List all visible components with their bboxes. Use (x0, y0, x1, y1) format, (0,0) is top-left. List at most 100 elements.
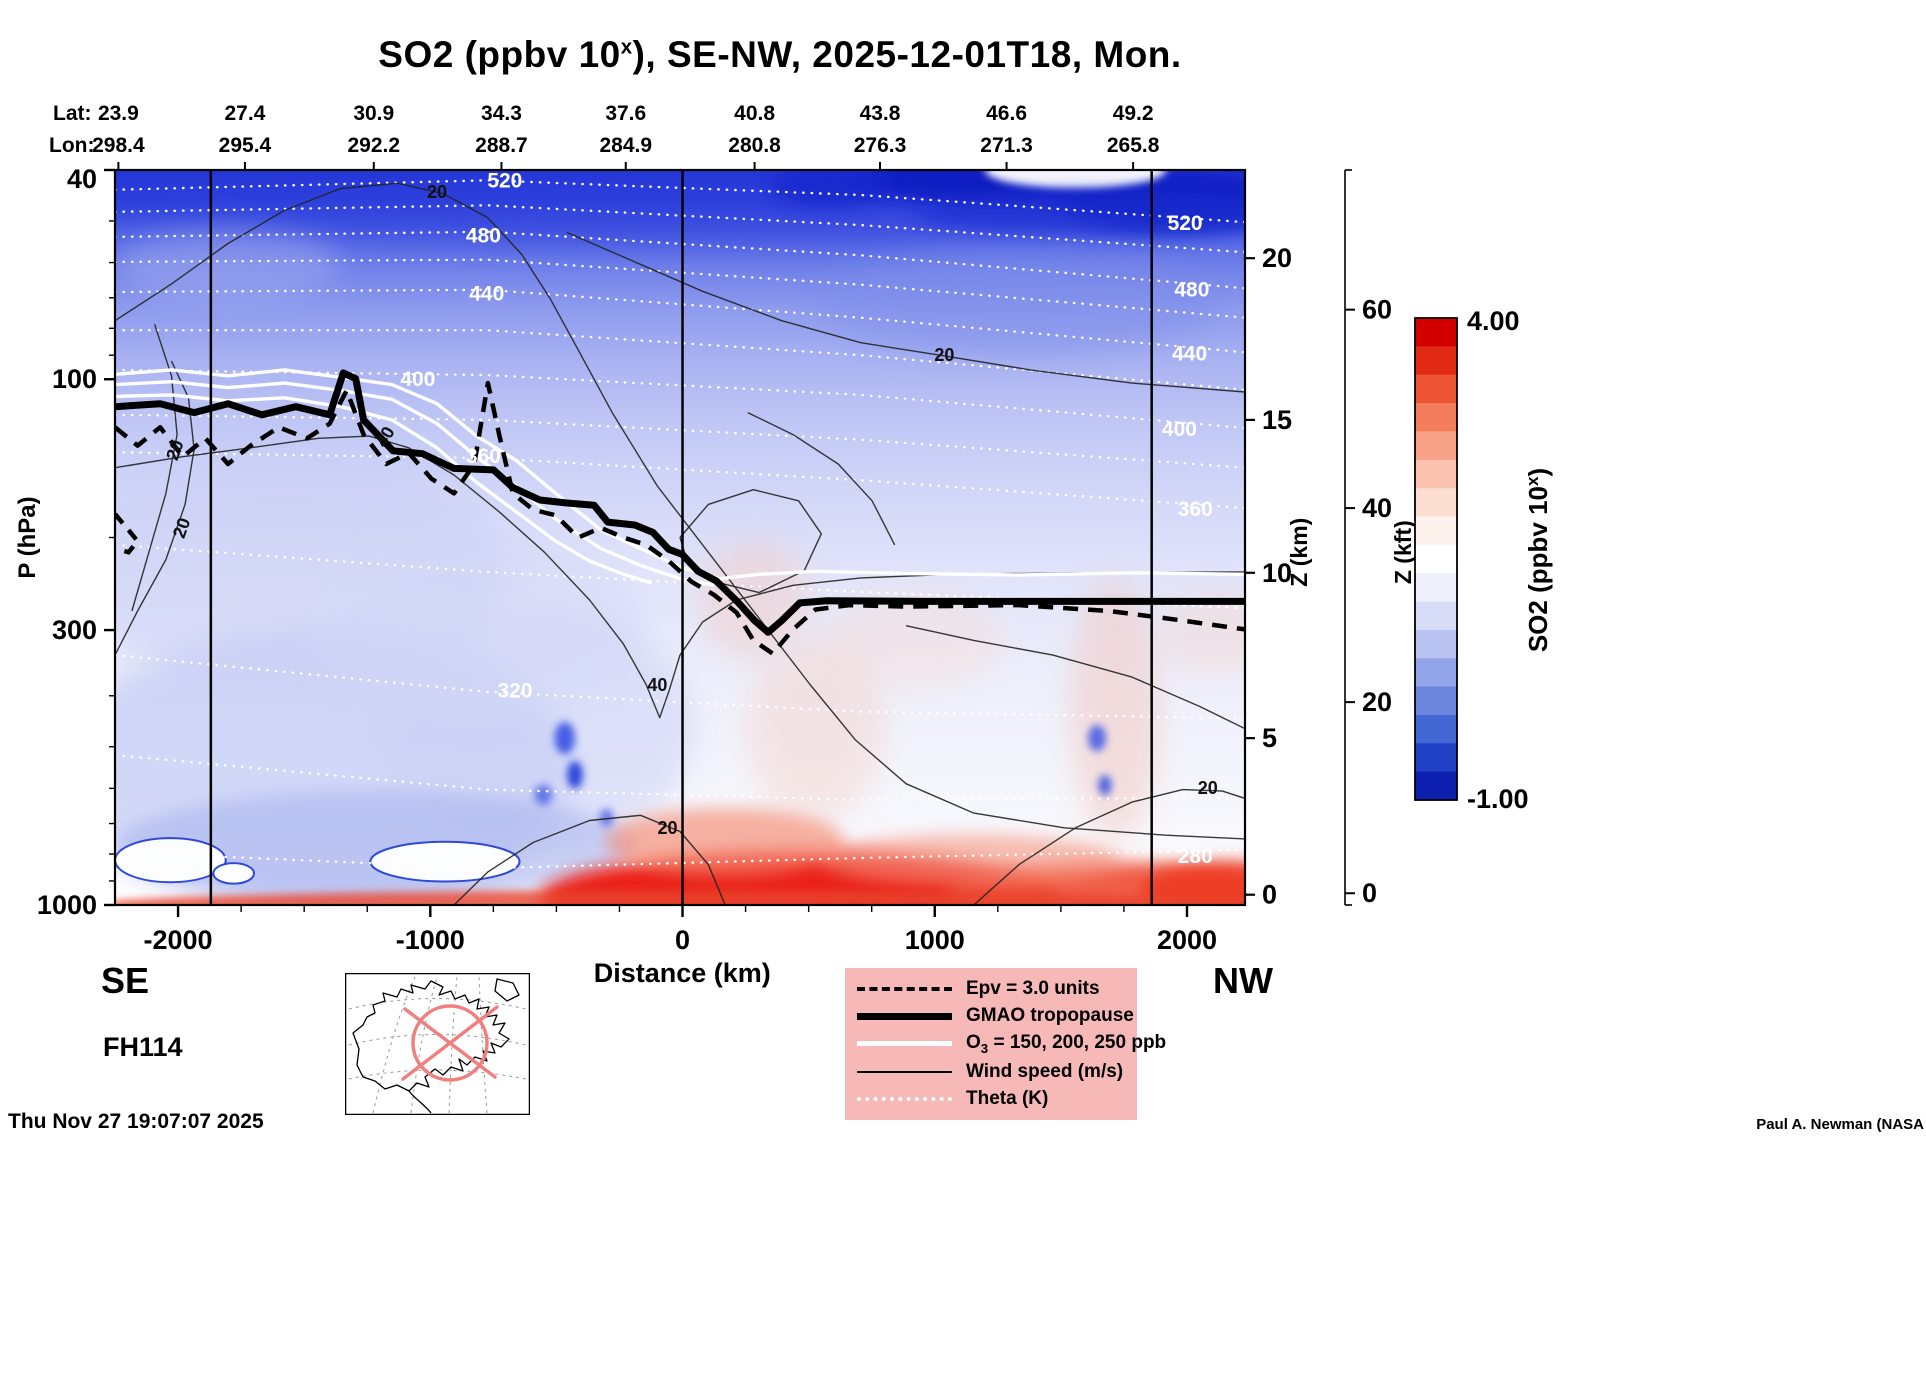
so2-field-blob (1098, 774, 1112, 796)
z-kft-axis-label: Z (kft) (1390, 520, 1416, 584)
inset-map-coastline (352, 978, 520, 1114)
colorbar-cell (1415, 318, 1457, 347)
pressure-axis-label: P (hPa) (14, 496, 41, 578)
transect-x2 (403, 1007, 497, 1079)
lon-value: 295.4 (219, 134, 272, 157)
lat-value: 34.3 (481, 102, 522, 125)
legend-item-epv: Epv = 3.0 units (857, 978, 1125, 1000)
theta-label-360: 360 (466, 445, 501, 468)
colorbar-cell (1415, 346, 1457, 376)
contour-labels: 520 480 440 400 360 320 280 520 480 440 400 360 20 20… (162, 170, 1218, 868)
colorbar-cell (1415, 714, 1457, 744)
theta-contour-320 (115, 653, 1245, 720)
pressure-tick-label-1000: 1000 (37, 890, 97, 920)
theta-label-320: 320 (497, 680, 532, 703)
latlon-axis: Lat: Lon:23.9 298.4 27.4 295.4 30.9 292.2 34.3 2… (49, 102, 1160, 170)
lat-value: 37.6 (605, 102, 646, 125)
z-kft-axis: 60 40 20 0 Z (kft) (1344, 169, 1416, 908)
distance-axis-label: Distance (km) (594, 958, 771, 988)
theta-contour-380 (115, 413, 1245, 469)
transect-circle (411, 1004, 489, 1082)
colorbar-frame (1414, 317, 1458, 801)
ozone-label-suffix: = 150, 200, 250 ppb (988, 1032, 1167, 1054)
so2-zero-contour-patch (115, 837, 227, 884)
lat-value: 27.4 (225, 102, 266, 125)
theta-label-480: 480 (466, 225, 501, 248)
distance-tick-label--1000: -1000 (396, 925, 465, 955)
so2-field-blob (824, 590, 1006, 691)
legend-item-theta: Theta (K) (857, 1088, 1125, 1110)
pressure-axis: 40 100 300 1000 P (hPa) (14, 164, 115, 920)
colorbar-cell (1415, 743, 1457, 773)
theta-label-520: 520 (487, 170, 522, 193)
legend-label-ozone: O3 = 150, 200, 250 ppb (966, 1032, 1166, 1056)
z-kft-tick-label: 40 (1362, 493, 1392, 523)
so2-field-blob (699, 539, 810, 661)
cross-section-plot: 5204804404003603202805204804404003602020… (14, 102, 1553, 1001)
pressure-tick-label-300: 300 (52, 615, 97, 645)
so2-zero-contour-patch (212, 862, 255, 885)
so2-field-blob (1087, 724, 1107, 752)
inset-map-frame (345, 973, 530, 1115)
colorbar-axis-label: SO2 (ppbv 10x) (1523, 468, 1553, 652)
lat-value: 23.9 (98, 102, 139, 125)
colorbar-max-label: 4.00 (1467, 306, 1520, 336)
lat-value: 43.8 (860, 102, 901, 125)
theta-line-sample (857, 1096, 952, 1101)
so2-field-blob (554, 721, 575, 755)
wind-label-20: 20 (427, 182, 447, 202)
ozone-label-prefix: O (966, 1032, 981, 1054)
so2-field (115, 170, 1245, 905)
lon-value: 280.8 (728, 134, 781, 157)
colorbar-cell (1415, 516, 1457, 546)
colorbar-cell (1415, 403, 1457, 433)
ozone-contour (115, 368, 1245, 581)
z-km-axis-label: Z (km) (1286, 518, 1312, 587)
lon-value: 292.2 (347, 134, 400, 157)
lon-row-label: Lon: (49, 134, 94, 157)
colorbar-cell (1415, 544, 1457, 574)
so2-field-blob (307, 537, 647, 714)
pressure-tick-label-40: 40 (67, 164, 97, 194)
wind-contour (566, 231, 1245, 393)
theta-contour-420 (115, 329, 1245, 391)
colorbar-min-label: -1.00 (1467, 784, 1529, 814)
so2-field-blob (605, 807, 845, 876)
z-km-tick-label: 15 (1262, 405, 1292, 435)
so2-field-blob (1139, 861, 1245, 905)
z-km-axis: 20 15 10 5 0 Z (km) (1245, 243, 1312, 910)
distance-axis: -2000 -1000 0 1000 2000 Distance (km) SE NW (101, 905, 1273, 1001)
chart-title-prefix: SO2 (ppbv 10 (378, 34, 621, 75)
theta-label-440: 440 (469, 283, 504, 306)
epv-path (115, 380, 1245, 656)
legend-label-wind: Wind speed (m/s) (966, 1060, 1124, 1082)
z-km-tick-label: 20 (1262, 243, 1292, 273)
theta-label-480: 480 (1174, 278, 1209, 301)
theta-contour-300 (115, 753, 1245, 802)
chart-title-suffix: ), SE-NW, 2025-12-01T18, Mon. (632, 34, 1182, 75)
wind-contour (747, 411, 896, 546)
theta-contour-360 (115, 451, 1245, 510)
run-timestamp: Thu Nov 27 19:07:07 2025 (8, 1110, 264, 1133)
colorbar-cell (1415, 658, 1457, 688)
so2-field-blob (770, 170, 891, 207)
so2-field-blob (567, 760, 583, 789)
forecast-hour-label: FH114 (103, 1032, 183, 1062)
z-kft-tick-label: 0 (1362, 878, 1377, 908)
colorbar-cell (1415, 488, 1457, 518)
theta-contour-520 (115, 179, 1245, 224)
lon-value: 288.7 (475, 134, 528, 157)
so2-field-blob (1069, 580, 1161, 841)
legend: Epv = 3.0 units GMAO tropopause O3 = 150… (845, 968, 1166, 1120)
endpoint-se-label: SE (101, 960, 149, 1001)
lat-value: 30.9 (353, 102, 394, 125)
theta-contour-440 (115, 288, 1245, 354)
lon-value: 284.9 (599, 134, 652, 157)
wind-label-20: 20 (658, 818, 678, 838)
distance-tick-label-1000: 1000 (905, 925, 965, 955)
distance-tick-label--2000: -2000 (144, 925, 213, 955)
distance-tick-label-0: 0 (675, 925, 690, 955)
legend-item-wind: Wind speed (m/s) (857, 1061, 1125, 1083)
theta-label-440: 440 (1172, 342, 1207, 365)
